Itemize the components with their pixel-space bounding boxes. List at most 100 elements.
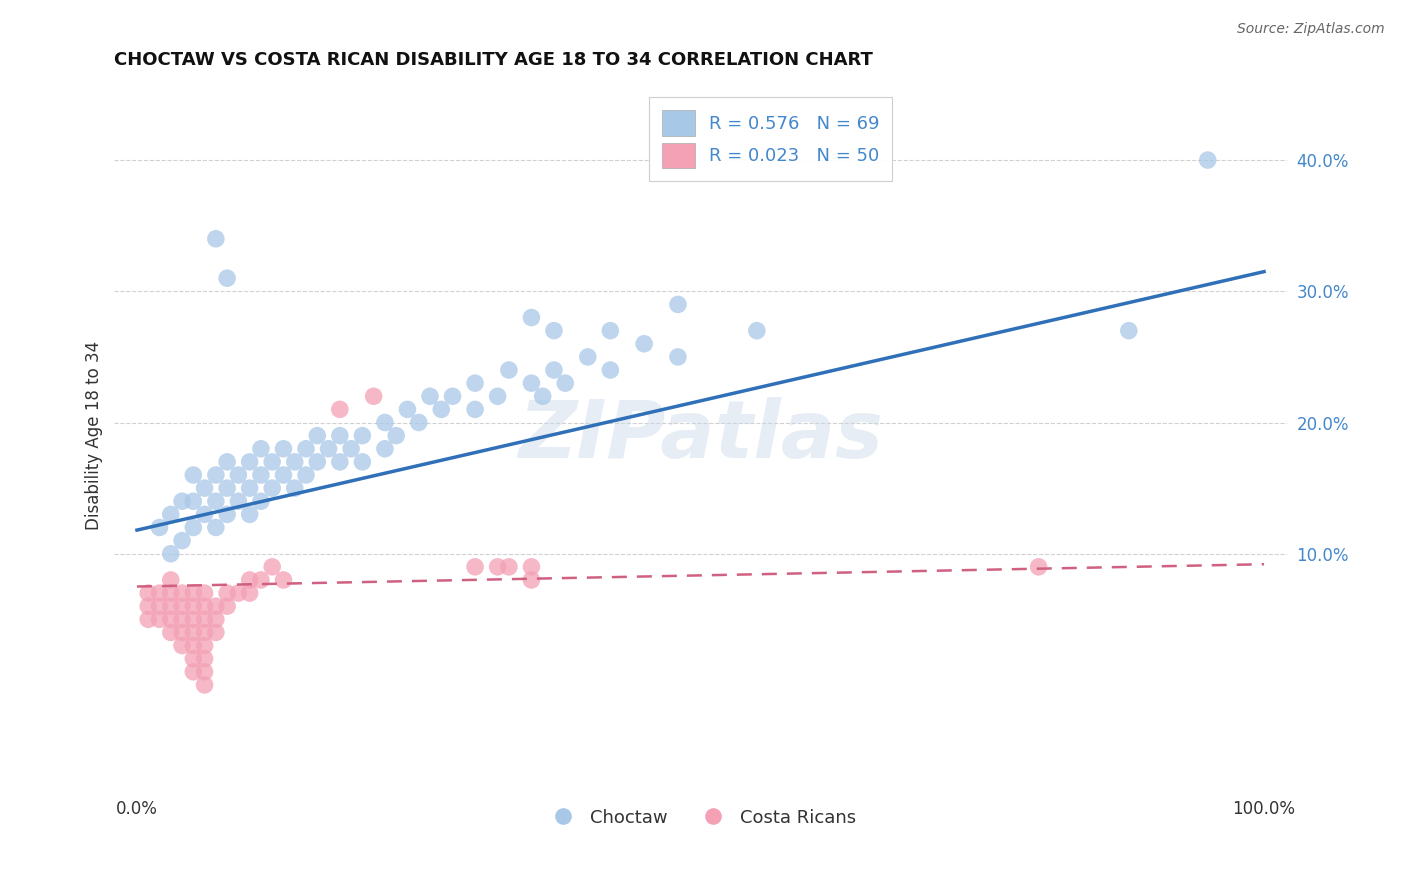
- Point: [239, 508, 262, 522]
- Point: [159, 586, 181, 600]
- Point: [194, 586, 217, 600]
- Point: [666, 350, 689, 364]
- Point: [159, 612, 181, 626]
- Point: [170, 494, 193, 508]
- Point: [217, 481, 239, 495]
- Point: [181, 586, 204, 600]
- Point: [464, 559, 486, 574]
- Point: [284, 455, 307, 469]
- Point: [486, 389, 509, 403]
- Point: [262, 559, 284, 574]
- Point: [181, 494, 204, 508]
- Point: [307, 455, 329, 469]
- Point: [239, 573, 262, 587]
- Point: [194, 612, 217, 626]
- Point: [170, 586, 193, 600]
- Point: [181, 612, 204, 626]
- Point: [136, 599, 159, 614]
- Point: [170, 533, 193, 548]
- Point: [194, 481, 217, 495]
- Point: [194, 599, 217, 614]
- Point: [181, 599, 204, 614]
- Point: [170, 625, 193, 640]
- Point: [262, 455, 284, 469]
- Point: [498, 559, 520, 574]
- Point: [159, 508, 181, 522]
- Point: [374, 442, 396, 456]
- Point: [194, 665, 217, 679]
- Point: [205, 232, 228, 246]
- Point: [159, 599, 181, 614]
- Point: [181, 665, 204, 679]
- Point: [419, 389, 441, 403]
- Point: [205, 468, 228, 483]
- Point: [385, 428, 408, 442]
- Point: [159, 547, 181, 561]
- Point: [262, 481, 284, 495]
- Point: [228, 468, 250, 483]
- Text: Source: ZipAtlas.com: Source: ZipAtlas.com: [1237, 22, 1385, 37]
- Point: [307, 428, 329, 442]
- Point: [250, 442, 273, 456]
- Point: [148, 520, 170, 534]
- Point: [159, 625, 181, 640]
- Point: [486, 559, 509, 574]
- Point: [408, 416, 430, 430]
- Point: [181, 468, 204, 483]
- Point: [148, 612, 170, 626]
- Point: [498, 363, 520, 377]
- Point: [543, 363, 565, 377]
- Point: [194, 625, 217, 640]
- Point: [363, 389, 385, 403]
- Point: [205, 494, 228, 508]
- Point: [633, 336, 655, 351]
- Point: [430, 402, 453, 417]
- Text: CHOCTAW VS COSTA RICAN DISABILITY AGE 18 TO 34 CORRELATION CHART: CHOCTAW VS COSTA RICAN DISABILITY AGE 18…: [114, 51, 873, 69]
- Point: [273, 573, 295, 587]
- Point: [250, 494, 273, 508]
- Point: [318, 442, 340, 456]
- Point: [464, 376, 486, 391]
- Point: [531, 389, 554, 403]
- Point: [228, 494, 250, 508]
- Point: [329, 402, 352, 417]
- Point: [273, 442, 295, 456]
- Point: [194, 639, 217, 653]
- Point: [352, 428, 374, 442]
- Point: [1118, 324, 1140, 338]
- Point: [576, 350, 599, 364]
- Point: [1028, 559, 1050, 574]
- Point: [239, 455, 262, 469]
- Point: [745, 324, 768, 338]
- Point: [205, 625, 228, 640]
- Point: [181, 625, 204, 640]
- Point: [148, 586, 170, 600]
- Point: [340, 442, 363, 456]
- Point: [170, 639, 193, 653]
- Text: ZIPatlas: ZIPatlas: [517, 397, 883, 475]
- Point: [374, 416, 396, 430]
- Point: [170, 599, 193, 614]
- Point: [217, 455, 239, 469]
- Point: [520, 559, 543, 574]
- Point: [441, 389, 464, 403]
- Point: [228, 586, 250, 600]
- Point: [217, 599, 239, 614]
- Point: [217, 271, 239, 285]
- Point: [543, 324, 565, 338]
- Y-axis label: Disability Age 18 to 34: Disability Age 18 to 34: [86, 341, 103, 530]
- Point: [239, 586, 262, 600]
- Point: [329, 428, 352, 442]
- Point: [1197, 153, 1219, 167]
- Point: [464, 402, 486, 417]
- Point: [520, 376, 543, 391]
- Point: [159, 573, 181, 587]
- Legend: Choctaw, Costa Ricans: Choctaw, Costa Ricans: [537, 802, 863, 834]
- Point: [181, 520, 204, 534]
- Point: [520, 310, 543, 325]
- Point: [148, 599, 170, 614]
- Point: [329, 455, 352, 469]
- Point: [250, 573, 273, 587]
- Point: [205, 520, 228, 534]
- Point: [239, 481, 262, 495]
